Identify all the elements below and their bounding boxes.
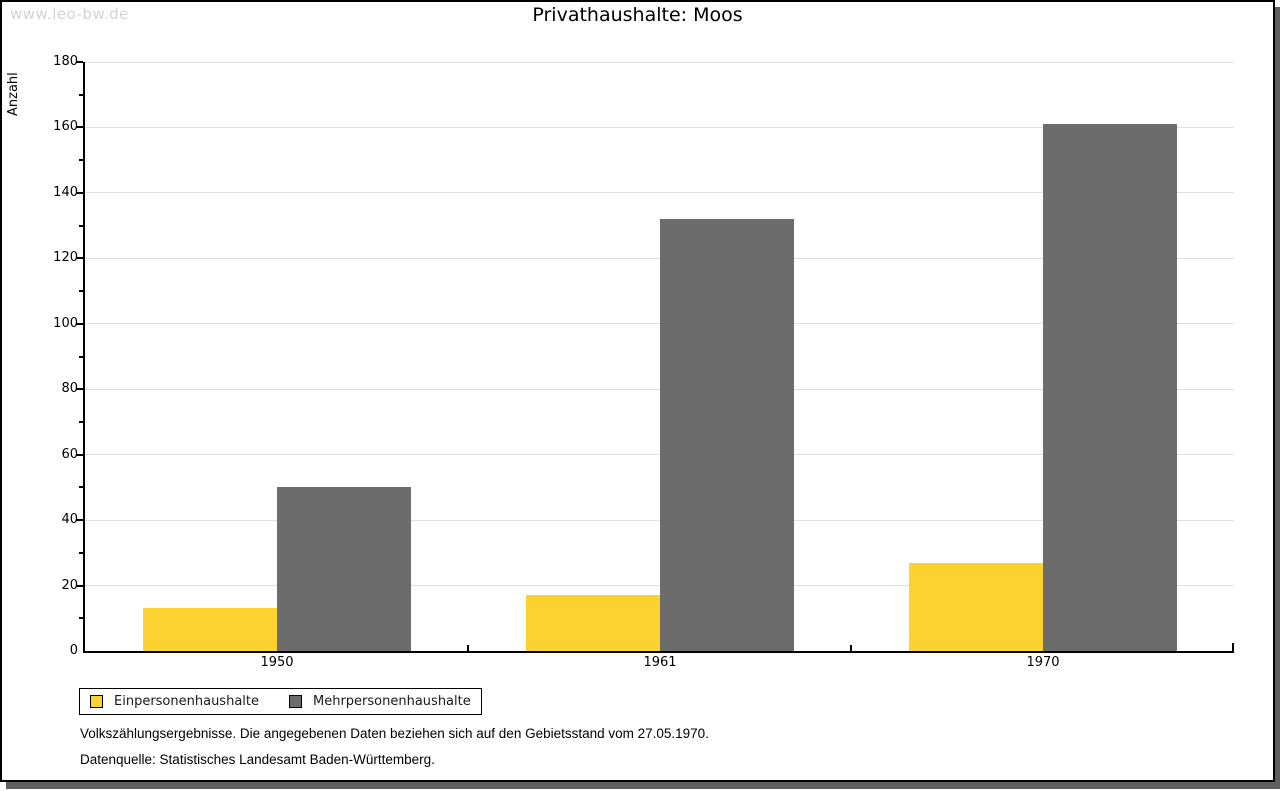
y-tick-label: 80 [61, 381, 78, 397]
y-tick-label: 140 [53, 184, 78, 200]
y-tick-major [76, 519, 83, 522]
legend-swatch-mehrpersonenhaushalte [289, 695, 302, 708]
gridline [85, 585, 1234, 587]
y-tick-label: 20 [61, 577, 78, 593]
y-tick-major [76, 191, 83, 194]
y-tick-minor [79, 420, 83, 423]
y-tick-minor [79, 617, 83, 620]
gridline [85, 454, 1234, 456]
y-tick-minor [79, 93, 83, 96]
bar-einpersonenhaushalte-1970 [909, 563, 1043, 651]
footnote-gebietsstand: Volkszählungsergebnisse. Die angegebenen… [80, 726, 709, 741]
y-axis-line [83, 62, 85, 653]
y-tick-label: 120 [53, 250, 78, 266]
y-tick-major [76, 584, 83, 587]
legend-item: Mehrpersonenhaushalte [289, 694, 471, 709]
gridline [85, 519, 1234, 521]
y-tick-minor [79, 486, 83, 489]
y-tick-label: 60 [61, 446, 78, 462]
x-boundary-tick [850, 645, 852, 651]
y-tick-major [76, 126, 83, 129]
bar-mehrpersonenhaushalte-1970 [1043, 124, 1177, 651]
y-tick-major [76, 322, 83, 325]
chart-title: Privathaushalte: Moos [532, 4, 743, 26]
legend: Einpersonenhaushalte Mehrpersonenhaushalt… [79, 688, 482, 715]
bar-mehrpersonenhaushalte-1950 [277, 487, 411, 651]
gridline [85, 257, 1234, 259]
y-tick-minor [79, 551, 83, 554]
x-axis-end-tick [1232, 643, 1234, 651]
y-tick-major [76, 257, 83, 260]
y-tick-minor [79, 290, 83, 293]
x-axis-label: 1961 [643, 655, 677, 670]
y-tick-label: 180 [53, 54, 78, 69]
x-axis-label: 1950 [260, 655, 294, 670]
y-tick-label: 100 [53, 315, 78, 331]
y-tick-minor [79, 224, 83, 227]
gridline [85, 192, 1234, 194]
y-tick-major [76, 453, 83, 456]
bar-einpersonenhaushalte-1950 [143, 608, 277, 651]
footnote-datenquelle: Datenquelle: Statistisches Landesamt Bad… [80, 752, 435, 767]
legend-label: Mehrpersonenhaushalte [313, 694, 471, 709]
bar-mehrpersonenhaushalte-1961 [660, 219, 794, 651]
gridline [85, 323, 1234, 325]
y-tick-major [76, 388, 83, 391]
y-tick-minor [79, 355, 83, 358]
x-axis-label: 1970 [1026, 655, 1060, 670]
y-tick-minor [79, 159, 83, 162]
gridline [85, 61, 1234, 63]
legend-label: Einpersonenhaushalte [114, 694, 259, 709]
y-tick-label: 0 [69, 643, 78, 658]
gridline [85, 126, 1234, 128]
watermark: www.leo-bw.de [10, 5, 129, 23]
legend-swatch-einpersonenhaushalte [90, 695, 103, 708]
bar-einpersonenhaushalte-1961 [526, 595, 660, 651]
y-tick-label: 160 [53, 119, 78, 135]
x-boundary-tick [467, 645, 469, 651]
y-axis-label: Anzahl [6, 72, 21, 116]
x-axis-line [83, 651, 1234, 653]
y-tick-label: 40 [61, 512, 78, 528]
legend-item: Einpersonenhaushalte [90, 694, 259, 709]
y-tick-major [76, 61, 83, 63]
plot-area [76, 61, 1234, 651]
gridline [85, 388, 1234, 390]
